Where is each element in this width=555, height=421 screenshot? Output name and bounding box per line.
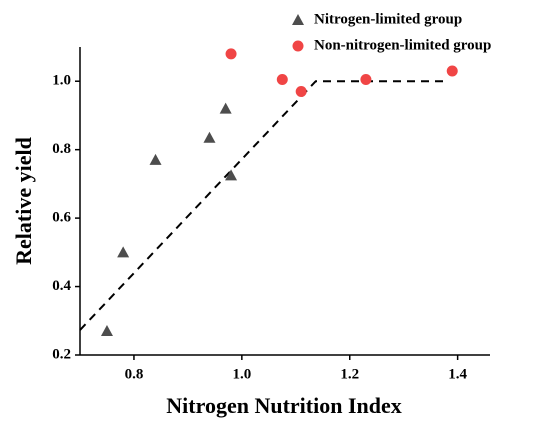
legend-label: Non-nitrogen-limited group [314,37,491,53]
point [225,169,238,181]
y-axis-label: Relative yield [11,137,36,265]
point [295,85,307,97]
legend-marker [292,40,304,52]
legend-label: Nitrogen-limited group [314,11,462,27]
point [276,74,288,86]
x-tick-label: 0.8 [125,366,144,382]
y-tick-label: 0.8 [52,141,71,157]
point [360,74,372,86]
y-tick-label: 0.2 [52,346,71,362]
point [225,48,237,60]
y-tick-label: 0.4 [52,278,71,294]
x-tick-label: 1.0 [232,366,251,382]
point [149,153,162,165]
point [219,102,232,114]
point [117,246,130,258]
point [203,131,216,143]
y-tick-label: 0.6 [52,210,71,226]
point [100,325,113,337]
legend-marker [292,14,304,25]
reference-line [79,80,447,331]
x-axis-label: Nitrogen Nutrition Index [166,393,402,418]
point [446,65,458,77]
x-tick-label: 1.4 [448,366,467,382]
x-tick-label: 1.2 [340,366,359,382]
y-tick-label: 1.0 [52,73,71,89]
